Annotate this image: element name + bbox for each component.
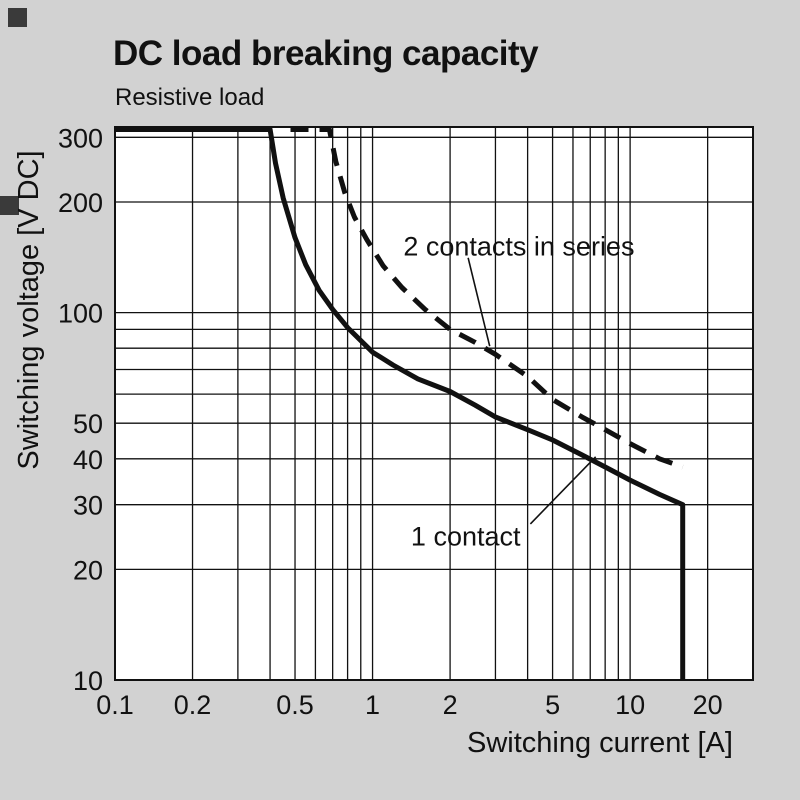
- y-axis-title: Switching voltage [V DC]: [13, 150, 45, 469]
- x-tick-label: 0.1: [96, 690, 134, 720]
- x-tick-label: 2: [443, 690, 458, 720]
- chart-title: DC load breaking capacity: [113, 34, 539, 73]
- x-tick-label: 1: [365, 690, 380, 720]
- y-tick-label: 10: [73, 666, 103, 696]
- y-tick-label: 300: [58, 123, 103, 153]
- plot-border: [114, 126, 754, 681]
- registration-mark-left-edge: [0, 196, 19, 215]
- y-tick-label: 20: [73, 555, 103, 585]
- x-axis-title: Switching current [A]: [467, 727, 733, 759]
- y-tick-label: 50: [73, 409, 103, 439]
- registration-mark-top-left: [8, 8, 27, 27]
- annotation-label: 1 contact: [411, 522, 521, 552]
- annotation-leader-line: [467, 257, 491, 347]
- x-tick-label: 0.5: [276, 690, 314, 720]
- annotation-label: 2 contacts in series: [403, 232, 634, 262]
- annotation-leader-line: [529, 456, 597, 525]
- y-tick-label: 200: [58, 188, 103, 218]
- y-tick-label: 30: [73, 491, 103, 521]
- x-tick-label: 20: [693, 690, 723, 720]
- x-tick-label: 10: [615, 690, 645, 720]
- series-group: [115, 127, 686, 680]
- plot-area: [115, 127, 753, 680]
- chart-subtitle: Resistive load: [115, 84, 265, 111]
- x-tick-label: 0.2: [174, 690, 212, 720]
- y-tick-label: 40: [73, 445, 103, 475]
- series-1-contact: [115, 127, 686, 680]
- y-tick-label: 100: [58, 299, 103, 329]
- x-tick-label: 5: [545, 690, 560, 720]
- series-2-contacts-in-series: [290, 127, 684, 470]
